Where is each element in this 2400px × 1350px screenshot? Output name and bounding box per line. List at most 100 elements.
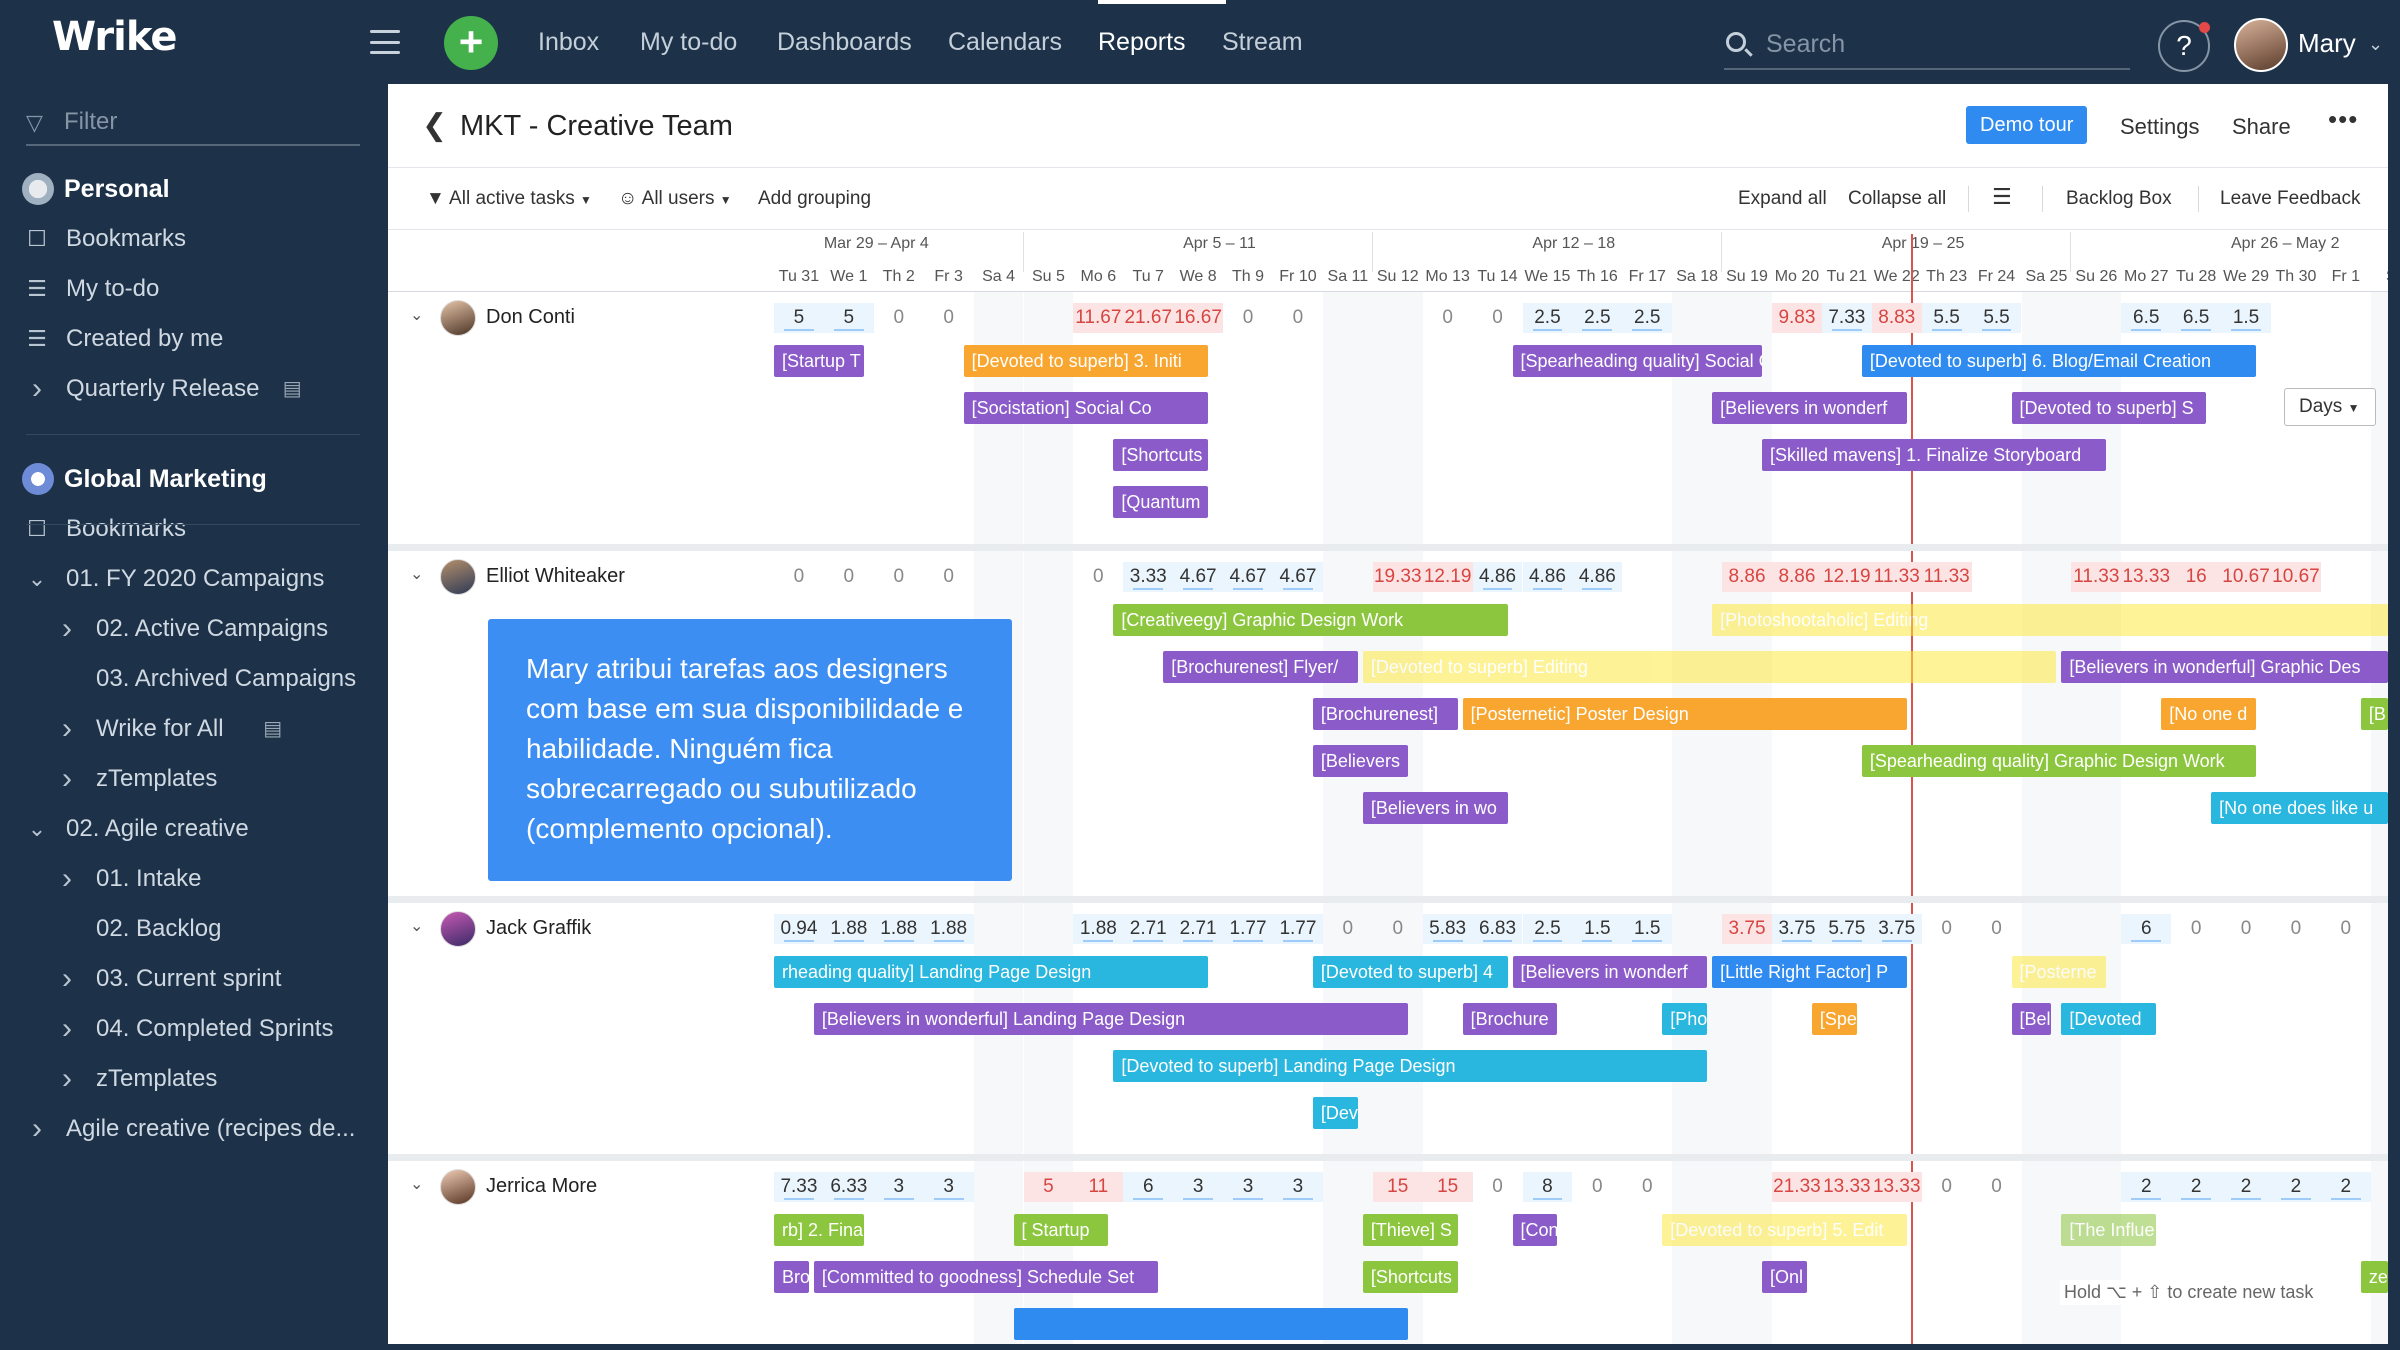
back-arrow-icon[interactable]: ❮ [422, 109, 448, 142]
chevron-right-icon[interactable]: › [62, 1012, 72, 1045]
task-bar[interactable]: [Brochure [1462, 1003, 1558, 1035]
task-bar[interactable]: [Quantum [1113, 486, 1209, 518]
workload-cell[interactable]: 6.5 [2171, 303, 2222, 333]
workload-cell[interactable]: 11.33 [1921, 562, 1972, 592]
workload-cell[interactable]: 2.5 [1522, 914, 1573, 944]
task-bar[interactable]: [Posterne [2011, 956, 2107, 988]
workload-cell[interactable]: 3.75 [1772, 914, 1822, 944]
sidebar-item-02-backlog[interactable]: 02. Backlog [0, 906, 386, 952]
workload-cell[interactable]: 2 [2171, 1172, 2222, 1202]
collapse-all-button[interactable]: Collapse all [1848, 188, 1947, 209]
chevron-down-icon[interactable]: ⌄ [410, 918, 424, 935]
workload-cell[interactable]: 12.19 [1821, 562, 1872, 592]
workload-cell[interactable]: 0 [1592, 1176, 1603, 1197]
task-bar[interactable]: [Pho [1662, 1003, 1708, 1035]
workload-cell[interactable]: 0 [1941, 1176, 1952, 1197]
task-bar[interactable]: [Believers in wonderf [1512, 956, 1708, 988]
workload-cell[interactable]: 2 [2271, 1172, 2321, 1202]
workload-cell[interactable]: 4.86 [1572, 562, 1623, 592]
user-avatar[interactable] [2234, 18, 2288, 72]
workload-cell[interactable]: 0 [2290, 918, 2302, 939]
workload-cell[interactable]: 8.83 [1871, 303, 1922, 333]
chevron-down-icon[interactable]: ⌄ [27, 816, 47, 841]
workload-cell[interactable]: 5.75 [1821, 914, 1872, 944]
workload-cell[interactable]: 7.33 [774, 1172, 824, 1202]
task-bar[interactable]: [No one does like u [2211, 792, 2388, 824]
task-bar[interactable]: [Believers [1312, 745, 1408, 777]
add-grouping-button[interactable]: Add grouping [758, 188, 872, 209]
workload-cell[interactable]: 2.5 [1622, 303, 1673, 333]
task-bar[interactable]: [Thieve] S [1362, 1214, 1458, 1246]
sidebar-item-04-completed-sprints[interactable]: › 04. Completed Sprints [0, 1006, 386, 1052]
workload-cell[interactable]: 6.33 [823, 1172, 874, 1202]
task-bar[interactable]: [Socistation] Social Co [963, 392, 1209, 424]
workload-cell[interactable]: 5 [1023, 1172, 1074, 1202]
workload-cell[interactable]: 6 [2121, 914, 2172, 944]
workload-cell[interactable]: 11.33 [2071, 562, 2122, 592]
task-bar[interactable]: [Devoted to superb] Landing Page Design [1113, 1050, 1708, 1082]
task-bar[interactable]: Bros [774, 1261, 809, 1293]
sidebar-item-bookmarks[interactable]: ☐ Bookmarks [0, 216, 386, 262]
workload-cell[interactable]: 6 [1123, 1172, 1174, 1202]
workload-cell[interactable]: 10.67 [2221, 562, 2271, 592]
workload-cell[interactable]: 0 [2340, 918, 2352, 939]
workload-cell[interactable]: 5.5 [1921, 303, 1972, 333]
task-bar[interactable]: [Spe [1811, 1003, 1857, 1035]
workload-cell[interactable]: 3 [1173, 1172, 1224, 1202]
task-bar[interactable]: [Devoted to superb] 3. Initi [963, 345, 1209, 377]
workload-cell[interactable]: 0 [1093, 566, 1104, 587]
task-bar[interactable]: rheading quality] Landing Page Design [774, 956, 1209, 988]
task-bar[interactable]: ze Ac [2360, 1261, 2388, 1293]
workload-cell[interactable]: 1.88 [873, 914, 924, 944]
workload-cell[interactable]: 0 [2240, 918, 2252, 939]
workload-cell[interactable]: 12.19 [1422, 562, 1473, 592]
sidebar-item-my-to-do[interactable]: ☰ My to-do [0, 266, 386, 312]
nav-calendars[interactable]: Calendars [948, 28, 1062, 56]
workload-cell[interactable]: 4.67 [1273, 562, 1323, 592]
workload-cell[interactable]: 0 [893, 566, 905, 587]
nav-inbox[interactable]: Inbox [538, 28, 600, 56]
chevron-down-icon[interactable]: ⌄ [410, 566, 424, 583]
workload-cell[interactable]: 1.5 [1622, 914, 1673, 944]
sidebar-item-ztemplates[interactable]: › zTemplates [0, 1056, 386, 1102]
workload-cell[interactable]: 2 [2121, 1172, 2172, 1202]
task-bar[interactable]: [ Startup [1013, 1214, 1109, 1246]
workload-cell[interactable]: 4.86 [1522, 562, 1573, 592]
workload-cell[interactable]: 3.33 [1123, 562, 1174, 592]
workload-cell[interactable]: 0 [1392, 918, 1404, 939]
chevron-down-icon[interactable]: ⌄ [410, 307, 424, 324]
leave-feedback-button[interactable]: Leave Feedback [2220, 188, 2361, 209]
workload-cell[interactable]: 0 [1492, 307, 1503, 328]
task-bar[interactable]: [Spearheading quality] Graphic Design Wo… [1861, 745, 2257, 777]
filter-tasks-dropdown[interactable]: ▼ All active tasks ▼ [426, 188, 592, 210]
chevron-down-icon[interactable]: ⌄ [27, 566, 47, 591]
nav-stream[interactable]: Stream [1222, 28, 1303, 56]
sidebar-item-bookmarks[interactable]: ☐ Bookmarks [0, 506, 386, 552]
sidebar-item-03-archived-campaigns[interactable]: 03. Archived Campaigns [0, 656, 386, 702]
sidebar-item-personal[interactable]: Personal [0, 166, 386, 212]
task-bar[interactable]: [Committed to goodness] Schedule Set [813, 1261, 1159, 1293]
chevron-right-icon[interactable]: › [62, 762, 72, 795]
workload-cell[interactable]: 4.67 [1173, 562, 1224, 592]
workload-cell[interactable]: 0 [943, 307, 954, 328]
task-bar[interactable]: [B [2360, 698, 2388, 730]
workload-cell[interactable]: 11 [1073, 1172, 1124, 1202]
workload-cell[interactable]: 0 [1991, 918, 2002, 939]
workload-cell[interactable]: 0 [1442, 307, 1453, 328]
sidebar-item-01-intake[interactable]: › 01. Intake [0, 856, 386, 902]
workload-cell[interactable]: 0 [1342, 918, 1354, 939]
workload-cell[interactable]: 0 [793, 566, 805, 587]
task-bar[interactable]: [Devoted to superb] 6. Blog/Email Creati… [1861, 345, 2257, 377]
task-bar[interactable]: [Onl [1762, 1261, 1807, 1293]
workload-cell[interactable]: 1.88 [1073, 914, 1124, 944]
chevron-down-icon[interactable]: ⌄ [410, 1176, 424, 1193]
task-bar[interactable]: [Believers in wonderful] Landing Page De… [813, 1003, 1408, 1035]
task-bar[interactable]: [Devoted to superb] S [2011, 392, 2207, 424]
workload-cell[interactable]: 5.83 [1422, 914, 1473, 944]
task-bar[interactable]: [Believers in wonderful] Graphic Des [2061, 651, 2388, 683]
workload-cell[interactable]: 0 [1492, 1176, 1503, 1197]
sidebar-item-agile-creative-recipes-de[interactable]: › Agile creative (recipes de... [0, 1106, 386, 1152]
workload-cell[interactable]: 0 [1641, 1176, 1653, 1197]
task-bar[interactable]: [No one d [2161, 698, 2257, 730]
workload-cell[interactable]: 3.75 [1871, 914, 1922, 944]
